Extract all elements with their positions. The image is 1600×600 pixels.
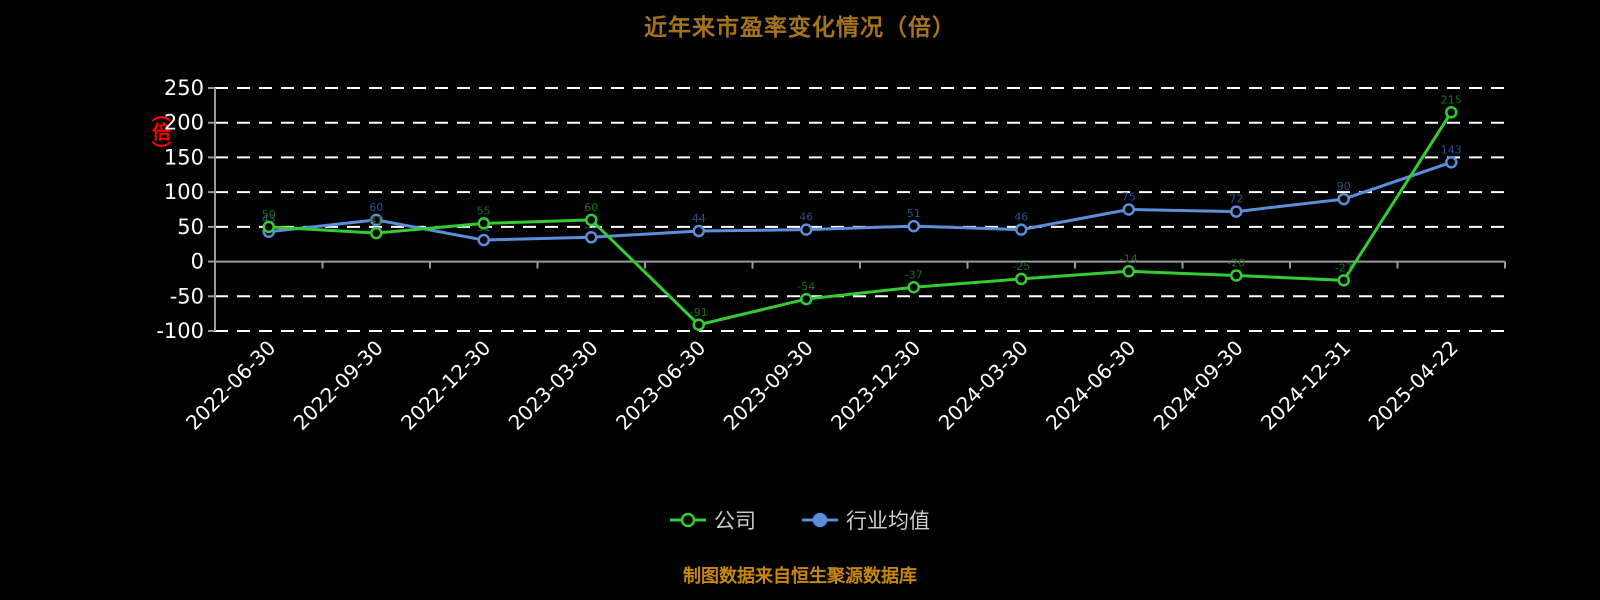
x-axis-label: 2023-12-30 [826, 336, 925, 435]
company-legend-marker [670, 512, 706, 528]
company-point-label: -37 [905, 268, 923, 281]
company-data-point [1230, 269, 1243, 282]
company-point-label: -25 [1012, 260, 1030, 273]
company-point-label: 50 [262, 208, 276, 221]
x-axis-label: 2024-03-30 [934, 336, 1033, 435]
industry-point-label: 143 [1441, 143, 1462, 156]
company-data-point [262, 220, 275, 234]
y-tick-label: 150 [164, 145, 204, 169]
x-axis-label: 2024-12-31 [1256, 336, 1355, 435]
x-axis-label: 2024-06-30 [1041, 336, 1140, 435]
y-tick-label: 200 [164, 111, 204, 135]
legend-item-company[interactable]: 公司 [670, 505, 756, 535]
y-tick-label: 0 [191, 250, 204, 274]
company-data-point [907, 281, 920, 294]
industry-data-point [477, 233, 490, 247]
company-data-point [477, 217, 490, 230]
industry-line [268, 160, 1452, 242]
industry-data-point [907, 219, 920, 233]
industry-data-point [800, 223, 813, 236]
industry-point-label: 60 [369, 201, 383, 214]
company-point-label: 41 [369, 214, 383, 227]
x-axis-label: 2025-04-22 [1364, 336, 1463, 435]
company-point-label: 60 [584, 201, 598, 214]
company-data-point [370, 226, 383, 240]
company-point-label: -27 [1335, 261, 1353, 274]
company-point-label: -20 [1227, 256, 1245, 269]
data-source-note: 制图数据来自恒生聚源数据库 [683, 566, 917, 587]
company-data-point [1015, 272, 1028, 286]
industry-data-point [1445, 156, 1458, 169]
x-axis-label: 2022-06-30 [181, 336, 280, 435]
industry-point-label: 44 [692, 212, 706, 225]
company-data-point [1445, 106, 1458, 119]
legend-label-company: 公司 [714, 509, 756, 533]
y-tick-label: -100 [156, 319, 204, 343]
company-data-point [800, 292, 813, 306]
industry-data-point [692, 224, 705, 238]
industry-point-label: 46 [1014, 211, 1028, 224]
company-point-label: -14 [1120, 252, 1138, 265]
industry-point-label: 72 [1229, 193, 1243, 206]
industry-data-point [1122, 203, 1135, 216]
company-data-point [585, 213, 598, 227]
industry-data-point [1015, 223, 1028, 236]
y-tick-label: 100 [164, 180, 204, 204]
y-tick-label: -50 [170, 284, 204, 308]
legend-label-industry: 行业均值 [846, 509, 930, 533]
legend-marker-circle [680, 512, 696, 528]
industry-data-point [370, 213, 383, 227]
y-tick-label: 50 [177, 215, 204, 239]
legend: 公司 行业均值 [0, 505, 1600, 535]
x-axis-label: 2022-12-30 [396, 336, 495, 435]
industry-point-label: 51 [907, 207, 921, 220]
chart-title: 近年来市盈率变化情况（倍） [644, 15, 956, 41]
industry-data-point [585, 231, 598, 244]
company-line [268, 111, 1453, 327]
company-point-label: -91 [690, 306, 708, 319]
industry-data-point [1337, 192, 1350, 206]
x-axis-label: 2024-09-30 [1149, 336, 1248, 435]
industry-point-label: 90 [1337, 180, 1351, 193]
x-axis-label: 2023-06-30 [611, 336, 710, 435]
y-tick-label: 250 [164, 76, 204, 100]
company-data-point [1122, 265, 1135, 278]
industry-data-point [1230, 205, 1243, 218]
x-axis-label: 2022-09-30 [289, 336, 388, 435]
company-point-label: 55 [477, 204, 491, 217]
industry-point-label: 75 [1122, 191, 1136, 204]
industry-legend-marker [802, 512, 838, 528]
x-axis-label: 2023-09-30 [719, 336, 818, 435]
company-point-label: 215 [1441, 93, 1462, 106]
company-point-label: -54 [797, 280, 815, 293]
legend-item-industry[interactable]: 行业均值 [802, 505, 930, 535]
y-axis-unit-label: （倍） [149, 103, 171, 160]
company-data-point [1337, 274, 1350, 287]
legend-marker-circle [812, 512, 828, 528]
industry-point-label: 46 [799, 211, 813, 224]
company-data-point [692, 318, 705, 332]
x-axis-label: 2023-03-30 [504, 336, 603, 435]
